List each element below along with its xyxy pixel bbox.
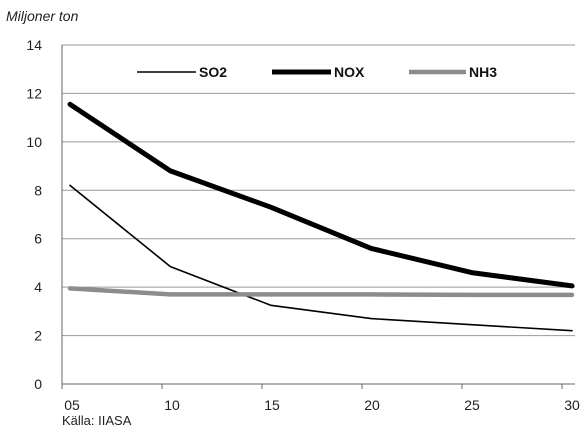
y-tick-label: 6 [34,231,42,247]
x-tick-label: 05 [64,397,80,413]
y-tick-label: 4 [34,279,42,295]
series-line-nox [67,101,575,289]
x-tick-label: 20 [364,397,380,413]
y-tick-label: 14 [26,37,42,53]
y-tick-label: 2 [34,328,42,344]
x-tick-label: 30 [564,397,580,413]
x-tick-label: 10 [164,397,180,413]
x-tick-label: 25 [464,397,480,413]
legend: SO2 NOX NH3 [137,64,497,80]
y-tick-label: 10 [26,134,42,150]
unit-label: Miljoner ton [6,8,79,24]
series-line-so2 [69,184,573,332]
axes [61,45,575,389]
legend-label-nox: NOX [334,64,365,80]
gridlines [62,44,575,337]
y-tick-label: 12 [26,85,42,101]
x-tick-label: 15 [264,397,280,413]
source-label: Källa: IIASA [62,413,132,428]
legend-label-nh3: NH3 [469,64,497,80]
y-tick-label: 8 [34,182,42,198]
y-tick-label: 0 [34,376,42,392]
legend-label-so2: SO2 [199,64,227,80]
tick-labels: 0 2 4 6 8 10 12 14 05 10 15 20 25 30 [26,37,580,413]
series-line-nh3 [67,286,575,298]
series-lines [67,101,575,332]
